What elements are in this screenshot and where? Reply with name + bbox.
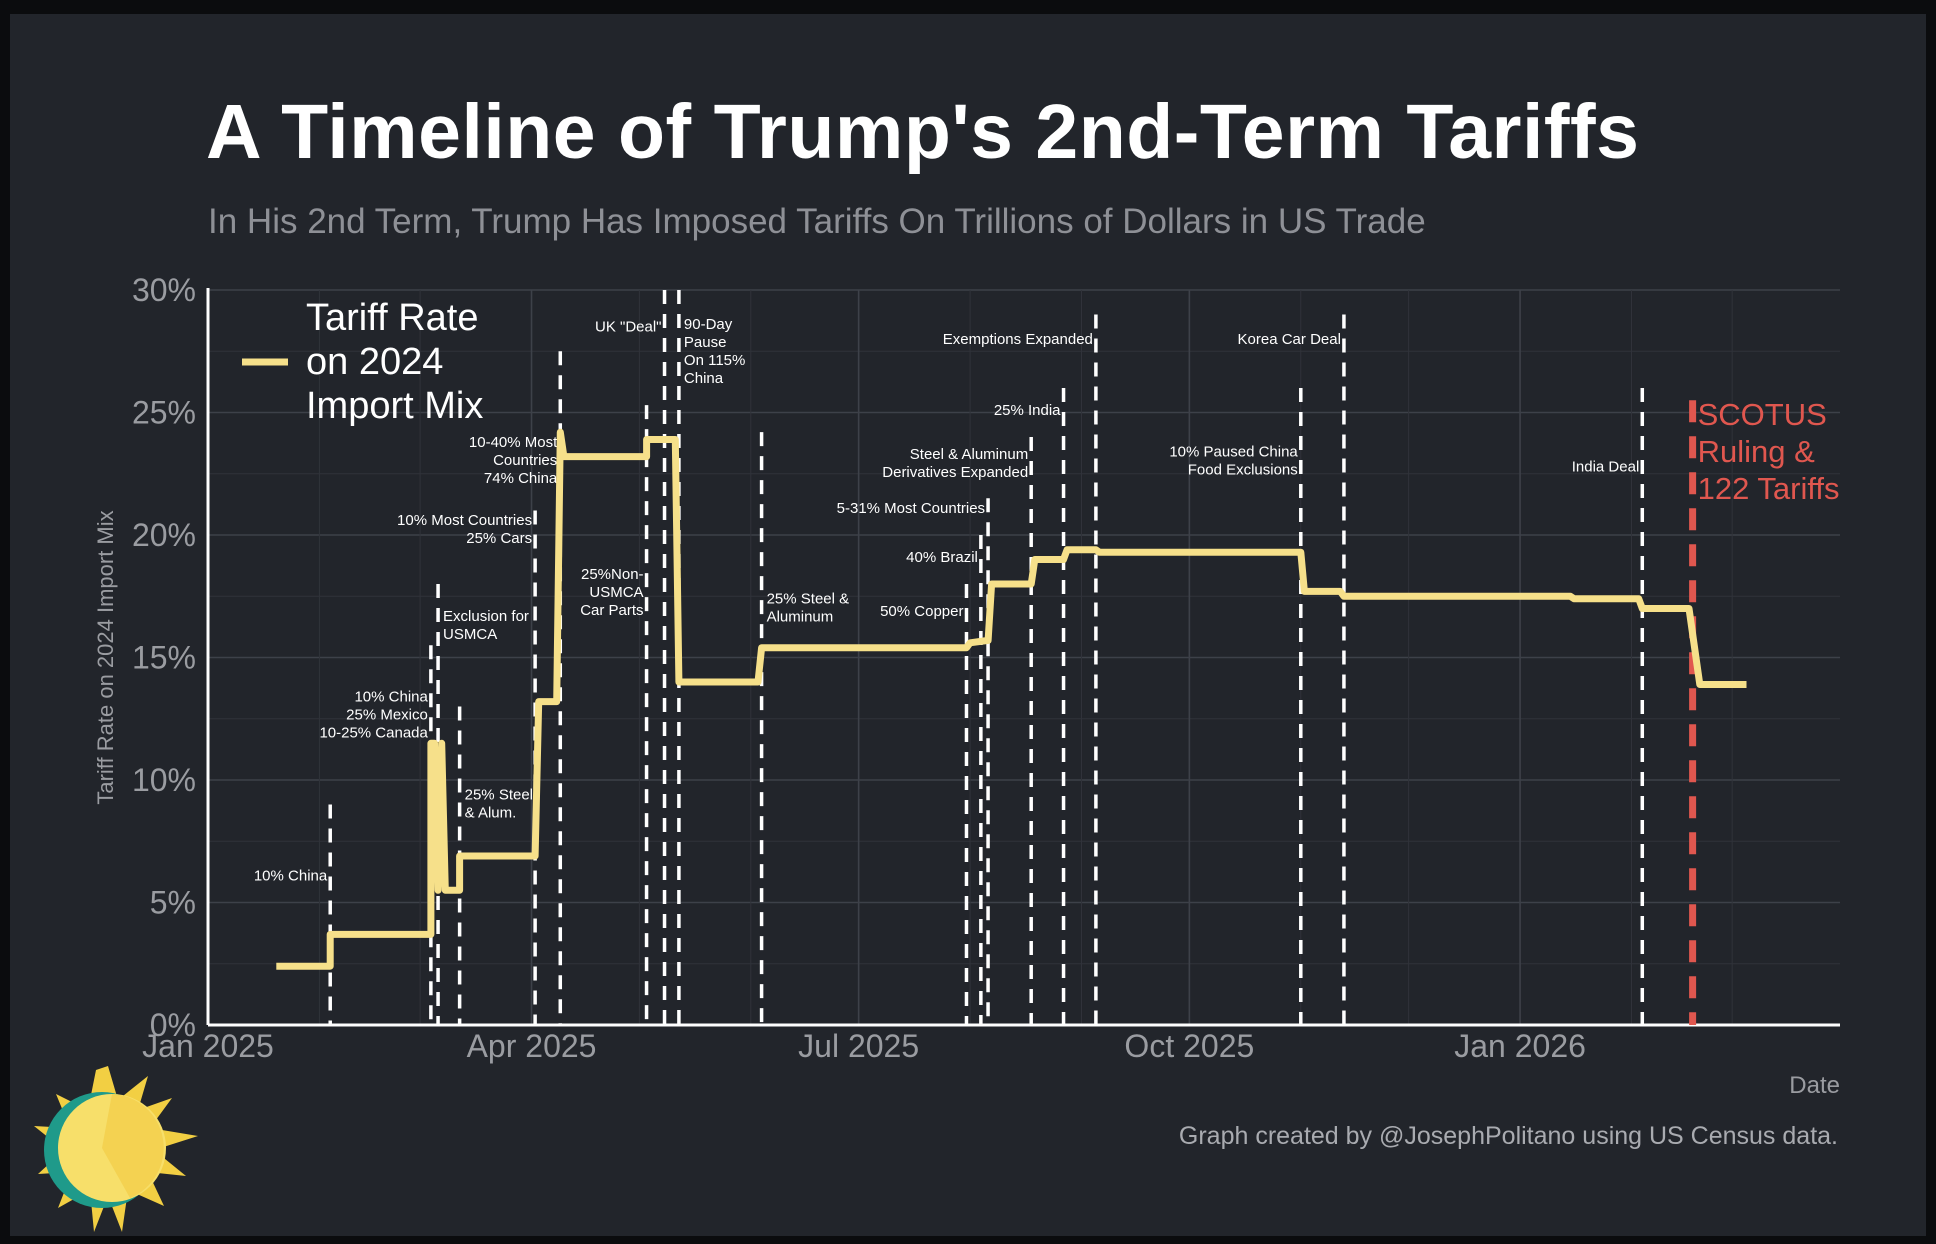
event-label: UK "Deal" (595, 319, 662, 336)
event-label-line: & Alum. (465, 805, 517, 822)
x-tick-label: Apr 2025 (467, 1028, 597, 1064)
event-label-line: Derivatives Expanded (882, 464, 1028, 481)
y-tick-label: 10% (132, 762, 196, 798)
x-tick-label: Jan 2025 (142, 1028, 274, 1064)
event-label-line: Steel & Aluminum (910, 446, 1028, 463)
x-axis-title: Date (1789, 1072, 1840, 1099)
chart-title: A Timeline of Trump's 2nd-Term Tariffs (206, 89, 1640, 175)
tariff-rate-series-line (276, 428, 1747, 970)
event-label: Korea Car Deal (1238, 331, 1341, 348)
y-axis-title: Tariff Rate on 2024 Import Mix (93, 510, 118, 804)
event-label: Steel & Aluminum Derivatives Expanded (882, 446, 1028, 481)
event-label-line: USMCA (589, 584, 643, 601)
event-label-line: 25%Non- (581, 566, 644, 583)
event-label-line: 25% India (994, 402, 1061, 419)
event-label-line: Ruling & (1698, 434, 1815, 469)
event-label-line: On 115% (684, 352, 745, 369)
event-label-line: UK "Deal" (595, 319, 662, 336)
y-tick-label: 25% (132, 395, 196, 431)
event-label-line: 10% China (254, 867, 328, 884)
event-label: 90-Day Pause On 115% China (684, 316, 745, 387)
event-label-line: 10-25% Canada (319, 725, 428, 742)
scotus-annotation: SCOTUS Ruling & 122 Tariffs (1698, 397, 1840, 506)
event-label-line: Pause (684, 334, 727, 351)
event-label-line: 122 Tariffs (1698, 471, 1840, 506)
event-label-line: 40% Brazil (906, 549, 978, 566)
event-label: Exclusion for USMCA (443, 608, 529, 643)
event-label-line: 25% Mexico (346, 707, 428, 724)
chart-subtitle: In His 2nd Term, Trump Has Imposed Tarif… (208, 202, 1426, 241)
event-label-line: 50% Copper (880, 603, 963, 620)
event-label: 50% Copper (880, 603, 963, 620)
x-tick-label: Oct 2025 (1124, 1028, 1254, 1064)
event-label: 10% China (254, 867, 328, 884)
legend-label-line: on 2024 (306, 341, 443, 383)
event-label-line: Aluminum (767, 609, 834, 626)
event-label: Exemptions Expanded (943, 331, 1093, 348)
event-label: 25% India (994, 402, 1061, 419)
event-label-line: 5-31% Most Countries (837, 500, 985, 517)
x-tick-label: Jul 2025 (798, 1028, 919, 1064)
legend-label: Tariff Rate on 2024 Import Mix (306, 297, 483, 427)
event-label-line: Countries (493, 452, 557, 469)
event-label: 25%Non-USMCA Car Parts (580, 566, 643, 619)
event-label-line: Car Parts (580, 602, 643, 619)
event-label: 10% Most Countries 25% Cars (397, 512, 532, 547)
y-tick-label: 20% (132, 517, 196, 553)
event-label-line: USMCA (443, 626, 497, 643)
x-tick-label: Jan 2026 (1454, 1028, 1586, 1064)
source-credit: Graph created by @JosephPolitano using U… (1178, 1122, 1838, 1150)
y-tick-label: 15% (132, 640, 196, 676)
event-label-line: 90-Day (684, 316, 733, 333)
event-label-line: Exclusion for (443, 608, 529, 625)
event-label: 25% Steel & Aluminum (767, 591, 850, 626)
event-label-line: India Deal (1572, 458, 1640, 475)
event-label: India Deal (1572, 458, 1640, 475)
event-label-line: 25% Cars (466, 530, 532, 547)
event-label-line: Food Exclusions (1188, 462, 1298, 479)
y-tick-label: 5% (150, 885, 196, 921)
legend-label-line: Import Mix (306, 385, 483, 427)
event-label-line: China (684, 370, 724, 387)
event-label-line: 10% Paused China (1169, 444, 1298, 461)
event-label: 10-40% Most Countries 74% China (469, 434, 558, 487)
event-label-line: 10-40% Most (469, 434, 558, 451)
event-label-line: 25% Steel & (767, 591, 850, 608)
event-label-line: 25% Steel (465, 787, 533, 804)
legend-label-line: Tariff Rate (306, 297, 478, 339)
event-label-line: Exemptions Expanded (943, 331, 1093, 348)
event-label: 10% Paused China Food Exclusions (1169, 444, 1298, 479)
y-tick-label: 30% (132, 272, 196, 308)
event-label-line: Korea Car Deal (1238, 331, 1341, 348)
event-label: 10% China 25% Mexico 10-25% Canada (319, 689, 428, 742)
event-label-line: 74% China (484, 470, 558, 487)
event-label: 40% Brazil (906, 549, 978, 566)
chart-panel (10, 14, 1926, 1236)
event-label-line: 10% China (354, 689, 428, 706)
y-tick-label: 0% (150, 1007, 196, 1043)
event-label: 25% Steel & Alum. (465, 787, 533, 822)
event-label-line: 10% Most Countries (397, 512, 532, 529)
event-label-line: SCOTUS (1698, 397, 1827, 432)
event-label: 5-31% Most Countries (837, 500, 985, 517)
